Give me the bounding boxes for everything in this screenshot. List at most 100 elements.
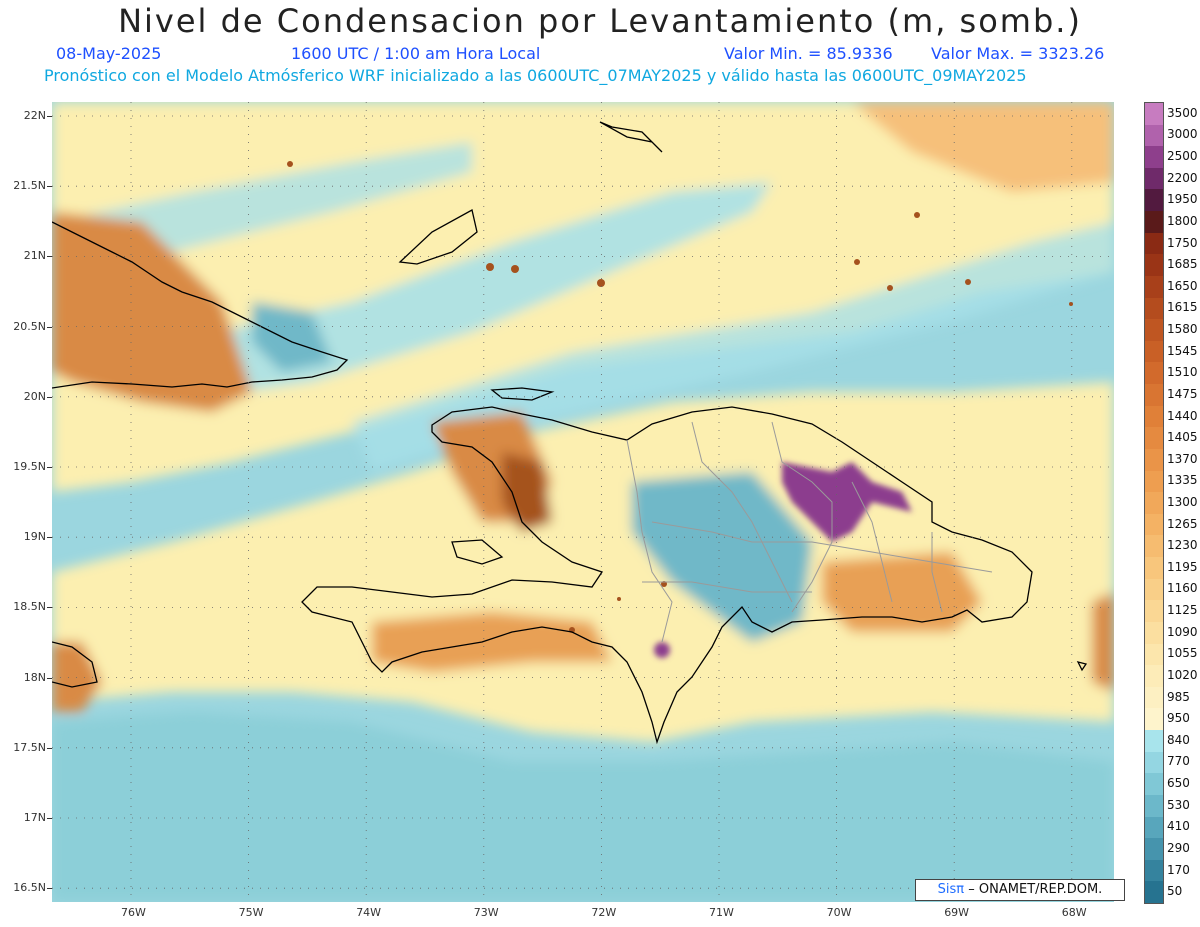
legend-label: 840 [1167,732,1190,747]
field-blue-streak-2 [352,222,1114,472]
legend-label: 770 [1167,754,1190,769]
legend-swatch [1145,167,1163,190]
legend-swatch [1145,816,1163,839]
legend-swatch [1145,232,1163,255]
legend-label: 410 [1167,819,1190,834]
legend-label: 530 [1167,797,1190,812]
coast-caicos [599,121,663,153]
lat-tick-label: 18.5N [13,600,46,614]
legend-label: 2200 [1167,170,1198,185]
coast-cuba [52,221,349,389]
legend-swatch [1145,730,1163,753]
lat-tick [47,747,52,749]
graticule [52,102,1114,902]
legend-label: 3000 [1167,127,1198,142]
legend-swatch [1145,773,1163,796]
lcl-high-cells [654,462,912,658]
legend-swatch [1145,708,1163,731]
legend-label: 1195 [1167,559,1198,574]
lat-tick [47,396,52,398]
legend-swatch [1145,470,1163,493]
legend-swatch [1145,297,1163,320]
legend-label: 3500 [1167,105,1198,120]
coast-gonave [451,539,504,565]
legend-label: 985 [1167,689,1190,704]
legend-label: 1950 [1167,192,1198,207]
legend-label: 170 [1167,862,1190,877]
legend-swatch [1145,319,1163,342]
field-purple-cibao [782,462,912,542]
province-borders [626,421,993,643]
legend-label: 1545 [1167,343,1198,358]
lat-tick [47,537,52,539]
lat-tick [47,467,52,468]
lat-tick-label: 17N [23,811,46,824]
lcl-small-cells [287,161,1073,633]
legend-swatch [1145,513,1163,536]
lat-tick-label: 22N [23,109,46,122]
legend-swatch [1145,751,1163,774]
forecast-note: Pronóstico con el Modelo Atmósferico WRF… [44,66,1027,85]
field-blue-cuba-east [252,302,332,372]
coast-jamaica-edge [52,641,98,688]
lat-tick-label: 21N [23,249,46,263]
legend-label: 1750 [1167,235,1198,250]
legend-swatch [1145,643,1163,666]
field-orange-dr-east [822,552,982,632]
legend-label: 1020 [1167,667,1198,682]
lat-tick [47,116,52,117]
legend-swatch [1145,838,1163,861]
legend-swatch [1145,405,1163,428]
lat-tick-label: 20N [23,389,46,403]
credit-brand: Sisπ [937,882,965,897]
legend-label: 1160 [1167,581,1198,596]
lat-tick [47,607,52,609]
field-orange-haiti-s [372,612,612,672]
legend-label: 1230 [1167,538,1198,553]
lat-tick [47,186,52,188]
min-value: Valor Min. = 85.9336 [724,44,893,63]
legend-swatch [1145,665,1163,688]
lon-tick-label: 70W [826,906,852,919]
lat-tick-label: 20.5N [13,319,46,333]
legend-label: 1335 [1167,473,1198,488]
legend-swatch [1145,189,1163,212]
field-brown-haiti [502,452,552,532]
legend-swatch [1145,448,1163,472]
lon-tick-label: 73W [473,906,499,919]
legend-swatch [1145,578,1163,601]
legend-label: 2500 [1167,149,1198,164]
lat-tick-label: 19.5N [13,460,46,473]
field-orange-ne [852,102,1114,192]
legend-swatch [1145,103,1163,126]
lat-tick [47,818,52,819]
legend-label: 50 [1167,884,1183,899]
lcl-map [52,102,1114,902]
lat-tick-label: 18N [23,670,46,684]
legend-label: 950 [1167,711,1190,726]
field-orange-cuba [52,212,252,412]
legend-swatch [1145,600,1163,623]
legend-label: 1370 [1167,451,1198,466]
max-value: Valor Max. = 3323.26 [931,44,1105,63]
legend-label: 1615 [1167,300,1198,315]
field-purple-spot [654,642,670,658]
legend-label: 1650 [1167,278,1198,293]
legend-label: 1440 [1167,408,1198,423]
legend-label: 1055 [1167,646,1198,661]
legend-label: 1510 [1167,365,1198,380]
legend-label: 290 [1167,840,1190,855]
lon-tick-label: 75W [238,906,264,919]
coast-mona [1076,661,1088,672]
legend-label: 1580 [1167,322,1198,337]
legend-swatch [1145,535,1163,558]
legend-swatch [1145,881,1163,904]
legend-swatch [1145,557,1163,580]
lat-tick-label: 19N [23,530,46,544]
legend-swatch [1145,146,1163,169]
legend-swatch [1145,254,1163,277]
coast-hispaniola [301,406,1033,745]
legend-label: 1125 [1167,603,1198,618]
legend-swatch [1145,492,1163,515]
legend-label: 1685 [1167,257,1198,272]
